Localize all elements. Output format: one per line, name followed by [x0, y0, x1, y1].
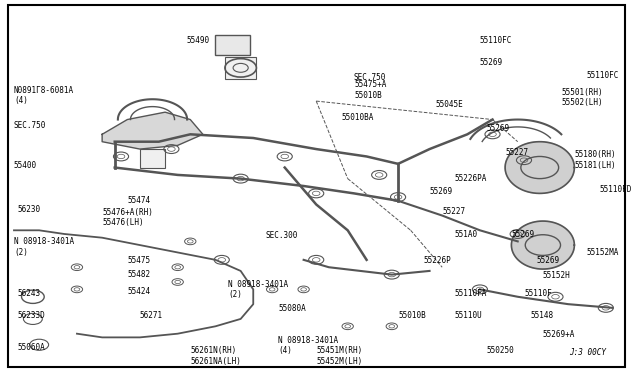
Text: 55474: 55474: [127, 196, 150, 205]
Bar: [225, 57, 257, 79]
Text: 55060A: 55060A: [17, 343, 45, 352]
Text: SEC.750: SEC.750: [354, 73, 387, 81]
Text: 55152H: 55152H: [543, 271, 571, 280]
Text: N0891Г8-6081A
(4): N0891Г8-6081A (4): [14, 86, 74, 105]
Text: 55110F: 55110F: [524, 289, 552, 298]
Text: 55110U: 55110U: [455, 311, 483, 320]
Text: 55045E: 55045E: [436, 100, 463, 109]
Text: N 08918-3401A
(2): N 08918-3401A (2): [228, 280, 288, 299]
Text: 55269+A: 55269+A: [543, 330, 575, 339]
Text: 55227: 55227: [442, 207, 465, 217]
Text: 55451M(RH)
55452M(LH): 55451M(RH) 55452M(LH): [316, 346, 362, 366]
Text: 550250: 550250: [486, 346, 514, 355]
Text: 55226PA: 55226PA: [455, 174, 487, 183]
Bar: [216, 35, 250, 55]
Bar: [140, 149, 165, 167]
Text: 55269: 55269: [480, 58, 503, 67]
Text: SEC.750: SEC.750: [14, 121, 46, 129]
Text: 55475+A: 55475+A: [354, 80, 387, 89]
Text: 55269: 55269: [536, 256, 560, 265]
Text: 55490: 55490: [186, 36, 209, 45]
Text: J:3 00CY: J:3 00CY: [569, 347, 606, 357]
Text: 55080A: 55080A: [278, 304, 306, 313]
Text: 56271: 56271: [140, 311, 163, 320]
Text: 55424: 55424: [127, 287, 150, 296]
Text: 55400: 55400: [14, 161, 37, 170]
Polygon shape: [505, 142, 574, 193]
Text: 55476+A(RH)
55476(LH): 55476+A(RH) 55476(LH): [102, 208, 153, 227]
Text: 55010B: 55010B: [398, 311, 426, 320]
Text: 55269: 55269: [511, 230, 534, 239]
Text: 55180(RH)
55181(LH): 55180(RH) 55181(LH): [574, 150, 616, 170]
Text: 55010BA: 55010BA: [341, 113, 374, 122]
Text: 56230: 56230: [17, 205, 40, 215]
Text: 55110FD: 55110FD: [600, 185, 632, 194]
Text: N 08918-3401A
(4): N 08918-3401A (4): [278, 336, 339, 355]
Text: 55010B: 55010B: [354, 91, 381, 100]
Text: 55226P: 55226P: [423, 256, 451, 265]
Text: 55110FC: 55110FC: [480, 36, 512, 45]
Text: SEC.300: SEC.300: [266, 231, 298, 240]
Text: 55110FA: 55110FA: [455, 289, 487, 298]
Text: 55148: 55148: [531, 311, 554, 320]
Text: 56243: 56243: [17, 289, 40, 298]
Polygon shape: [102, 112, 203, 149]
Text: 55269: 55269: [429, 187, 452, 196]
Text: N 08918-3401A
(2): N 08918-3401A (2): [14, 237, 74, 257]
Polygon shape: [511, 221, 574, 269]
Text: 56233D: 56233D: [17, 311, 45, 320]
Text: 55152MA: 55152MA: [587, 248, 620, 257]
Text: 55501(RH)
55502(LH): 55501(RH) 55502(LH): [562, 88, 604, 107]
Text: 55475: 55475: [127, 256, 150, 265]
Text: 56261N(RH)
56261NA(LH): 56261N(RH) 56261NA(LH): [190, 346, 241, 366]
Text: 55482: 55482: [127, 270, 150, 279]
Text: 55269: 55269: [486, 124, 509, 133]
Text: 55227: 55227: [505, 148, 528, 157]
Text: 55110FC: 55110FC: [587, 71, 620, 80]
Text: 551A0: 551A0: [455, 230, 478, 239]
